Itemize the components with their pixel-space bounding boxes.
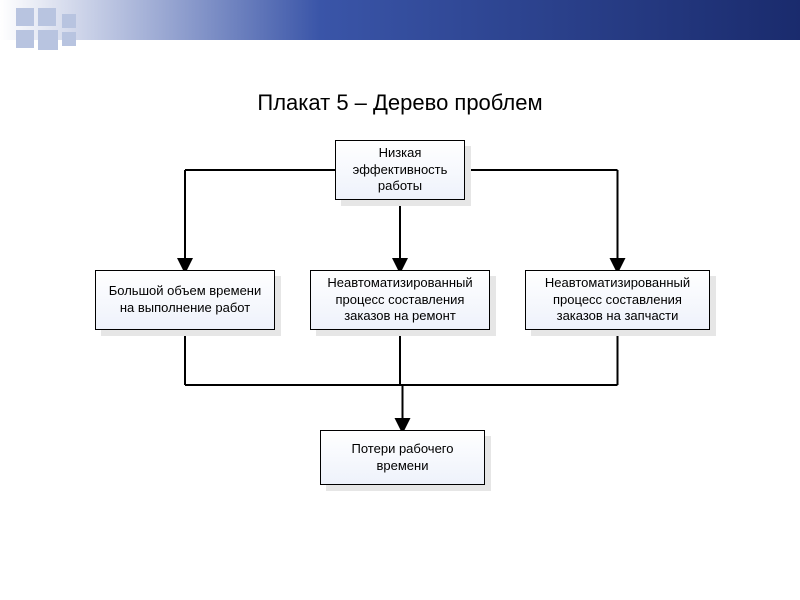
tree-node-top: Низкая эффективность работы: [335, 140, 465, 200]
tree-node-left: Большой объем времени на выполнение рабо…: [95, 270, 275, 330]
square-icon: [62, 32, 76, 46]
square-icon: [38, 8, 56, 26]
square-icon: [38, 30, 58, 50]
tree-node-mid: Неавтоматизированный процесс составления…: [310, 270, 490, 330]
square-icon: [62, 14, 76, 28]
tree-node-right: Неавтоматизированный процесс составления…: [525, 270, 710, 330]
tree-node-bottom: Потери рабочего времени: [320, 430, 485, 485]
page-title: Плакат 5 – Дерево проблем: [0, 90, 800, 116]
square-icon: [16, 8, 34, 26]
header-bar: [0, 0, 800, 40]
square-icon: [16, 30, 34, 48]
problem-tree-diagram: Низкая эффективность работы Большой объем…: [0, 130, 800, 580]
